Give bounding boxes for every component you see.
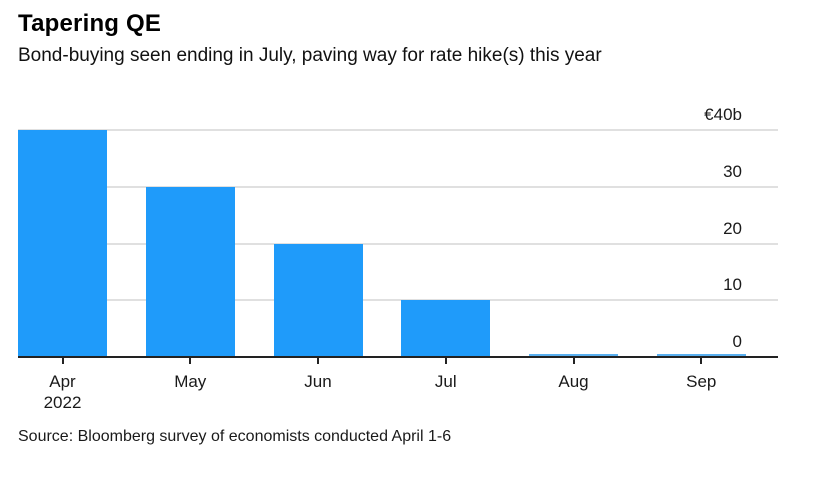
y-axis-label-40: €40b — [704, 105, 742, 124]
x-tick-apr — [61, 358, 64, 364]
x-tick-sep — [700, 358, 703, 364]
x-tick-aug — [572, 358, 575, 364]
y-axis-label-30: 30 — [723, 161, 742, 181]
gridline-10 — [18, 299, 778, 302]
bar-sep — [656, 354, 746, 357]
x-axis-label-sep: Sep — [686, 372, 717, 391]
plot-area: €40b 30 20 10 0 Apr 2022 May Jun Jul Aug Sep — [18, 106, 778, 412]
chart-title: Tapering QE — [18, 10, 162, 37]
gridline-20 — [18, 242, 778, 245]
x-axis-label-apr: Apr 2022 — [43, 372, 82, 412]
bar-apr — [18, 130, 107, 357]
gridline-30 — [18, 185, 778, 188]
bar-aug — [529, 354, 618, 357]
x-tick-may — [189, 358, 192, 364]
source-note: Source: Bloomberg survey of economists c… — [18, 428, 452, 445]
y-axis-label-0: 0 — [732, 332, 742, 351]
bar-jun — [273, 243, 363, 357]
x-tick-jul — [444, 358, 447, 364]
x-axis-label-jun: Jun — [304, 372, 332, 391]
y-axis-label-10: 10 — [723, 275, 742, 295]
x-axis-label-aug: Aug — [558, 372, 589, 391]
gridline-40 — [18, 129, 778, 131]
y-axis-label-20: 20 — [723, 218, 742, 238]
x-axis-label-may: May — [174, 372, 207, 391]
x-axis-line — [18, 356, 778, 358]
bar-may — [145, 186, 235, 357]
x-tick-jun — [317, 358, 319, 364]
chart-subtitle: Bond-buying seen ending in July, paving … — [18, 45, 602, 66]
x-axis-label-jul: Jul — [434, 372, 457, 391]
bar-jul — [401, 300, 491, 357]
